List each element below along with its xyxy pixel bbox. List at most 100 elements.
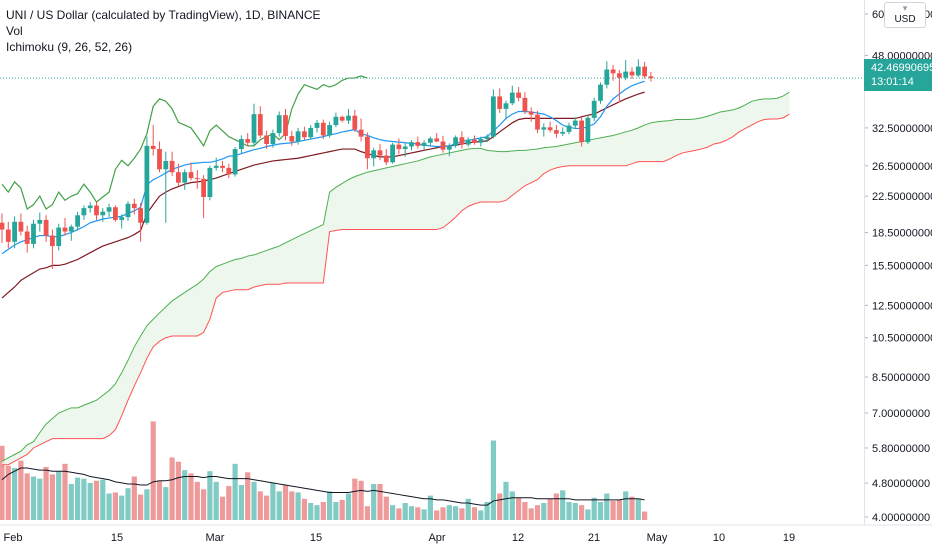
volume-bar [497, 493, 503, 520]
candle [642, 61, 647, 79]
candle [346, 108, 351, 124]
candle-body [560, 131, 566, 134]
volume-bar [106, 493, 112, 520]
candle-body [585, 117, 591, 143]
candle [81, 205, 87, 220]
volume-bar [478, 510, 484, 520]
volume-bar [188, 473, 194, 520]
ichimoku-label[interactable]: Ichimoku (9, 26, 52, 26) [6, 40, 133, 54]
volume-bar [434, 510, 440, 520]
volume-bar [56, 471, 62, 520]
y-tick-label: 22.50000000 [872, 191, 932, 203]
candle-body [377, 150, 383, 156]
volume-label[interactable]: Vol [6, 24, 23, 38]
volume-bar [100, 479, 106, 520]
last-price-tag: 42.46990695 13:01:14 [864, 59, 932, 91]
candle-body [283, 115, 288, 137]
candle [125, 201, 131, 221]
candle [106, 203, 112, 218]
candle [541, 123, 547, 137]
candle [390, 142, 395, 164]
candle [194, 170, 200, 189]
candle-body [522, 97, 528, 112]
volume-bar [553, 493, 559, 520]
volume-bar [112, 492, 118, 520]
volume-layer [0, 421, 648, 520]
volume-bar [446, 505, 452, 520]
candle [434, 133, 440, 143]
volume-bar [528, 508, 534, 520]
candle-body [320, 122, 326, 136]
candle [75, 211, 80, 231]
y-tick-label: 4.00000000 [872, 512, 930, 524]
volume-bar [320, 501, 326, 520]
volume-bar [642, 511, 648, 520]
y-tick-label: 32.50000000 [872, 123, 932, 135]
volume-bar [377, 483, 383, 520]
volume-bar [213, 481, 219, 520]
candle-body [428, 138, 433, 143]
candle-body [453, 137, 458, 146]
y-tick-label: 7.00000000 [872, 408, 930, 420]
candle [87, 202, 93, 213]
candle [509, 85, 515, 106]
candle-body [541, 127, 547, 130]
cloud-fill [2, 92, 790, 465]
candle-body [207, 167, 213, 198]
candle-body [484, 136, 490, 140]
candle [119, 214, 125, 229]
candle-body [131, 203, 137, 209]
candle-body [100, 211, 106, 216]
x-tick-label: 15 [111, 532, 123, 544]
candle-body [604, 69, 610, 85]
candle [5, 221, 11, 249]
candle-body [648, 76, 654, 79]
volume-bar [169, 457, 175, 520]
y-tick-label: 8.50000000 [872, 372, 930, 384]
candle [245, 133, 251, 147]
candle-body [94, 205, 99, 216]
volume-bar [453, 506, 459, 520]
volume-bar [591, 497, 597, 520]
volume-bar [270, 482, 276, 520]
candle-body [106, 207, 112, 212]
candle [522, 92, 528, 115]
candle [213, 157, 219, 171]
candle [547, 121, 553, 133]
volume-bar [264, 495, 270, 520]
x-axis: Feb 15 Mar 15 Apr 12 21 May 10 19 [0, 524, 932, 544]
candle-body [610, 69, 616, 74]
candle-body [182, 172, 188, 183]
candle-body [113, 207, 118, 220]
currency-button[interactable]: ▾ USD [884, 2, 926, 28]
candle [528, 107, 534, 122]
candle-body [138, 208, 143, 223]
volume-bar [465, 498, 471, 520]
candle [339, 115, 345, 123]
candle-body [314, 122, 320, 128]
volume-bar [339, 499, 345, 520]
volume-bar [226, 486, 232, 520]
chart-legend: UNI / US Dollar (calculated by TradingVi… [6, 7, 321, 55]
candle-body [270, 133, 276, 144]
y-tick-label: 26.50000000 [872, 161, 932, 173]
volume-bar [131, 476, 137, 520]
candle-body [365, 136, 370, 159]
lagging-span [1, 75, 368, 210]
candle-body [232, 149, 238, 175]
candle-body [24, 231, 30, 244]
volume-bar [219, 496, 226, 520]
volume-bar [314, 505, 320, 520]
ichimoku-cloud [1, 91, 790, 466]
volume-bar [503, 481, 509, 520]
candle [396, 138, 402, 155]
candle-body [75, 215, 80, 227]
candle-body [623, 71, 629, 78]
symbol-title[interactable]: UNI / US Dollar (calculated by TradingVi… [6, 8, 321, 22]
candle [579, 117, 584, 147]
volume-bar [509, 491, 515, 520]
volume-bar [484, 501, 490, 520]
y-tick-label: 10.50000000 [872, 333, 932, 345]
